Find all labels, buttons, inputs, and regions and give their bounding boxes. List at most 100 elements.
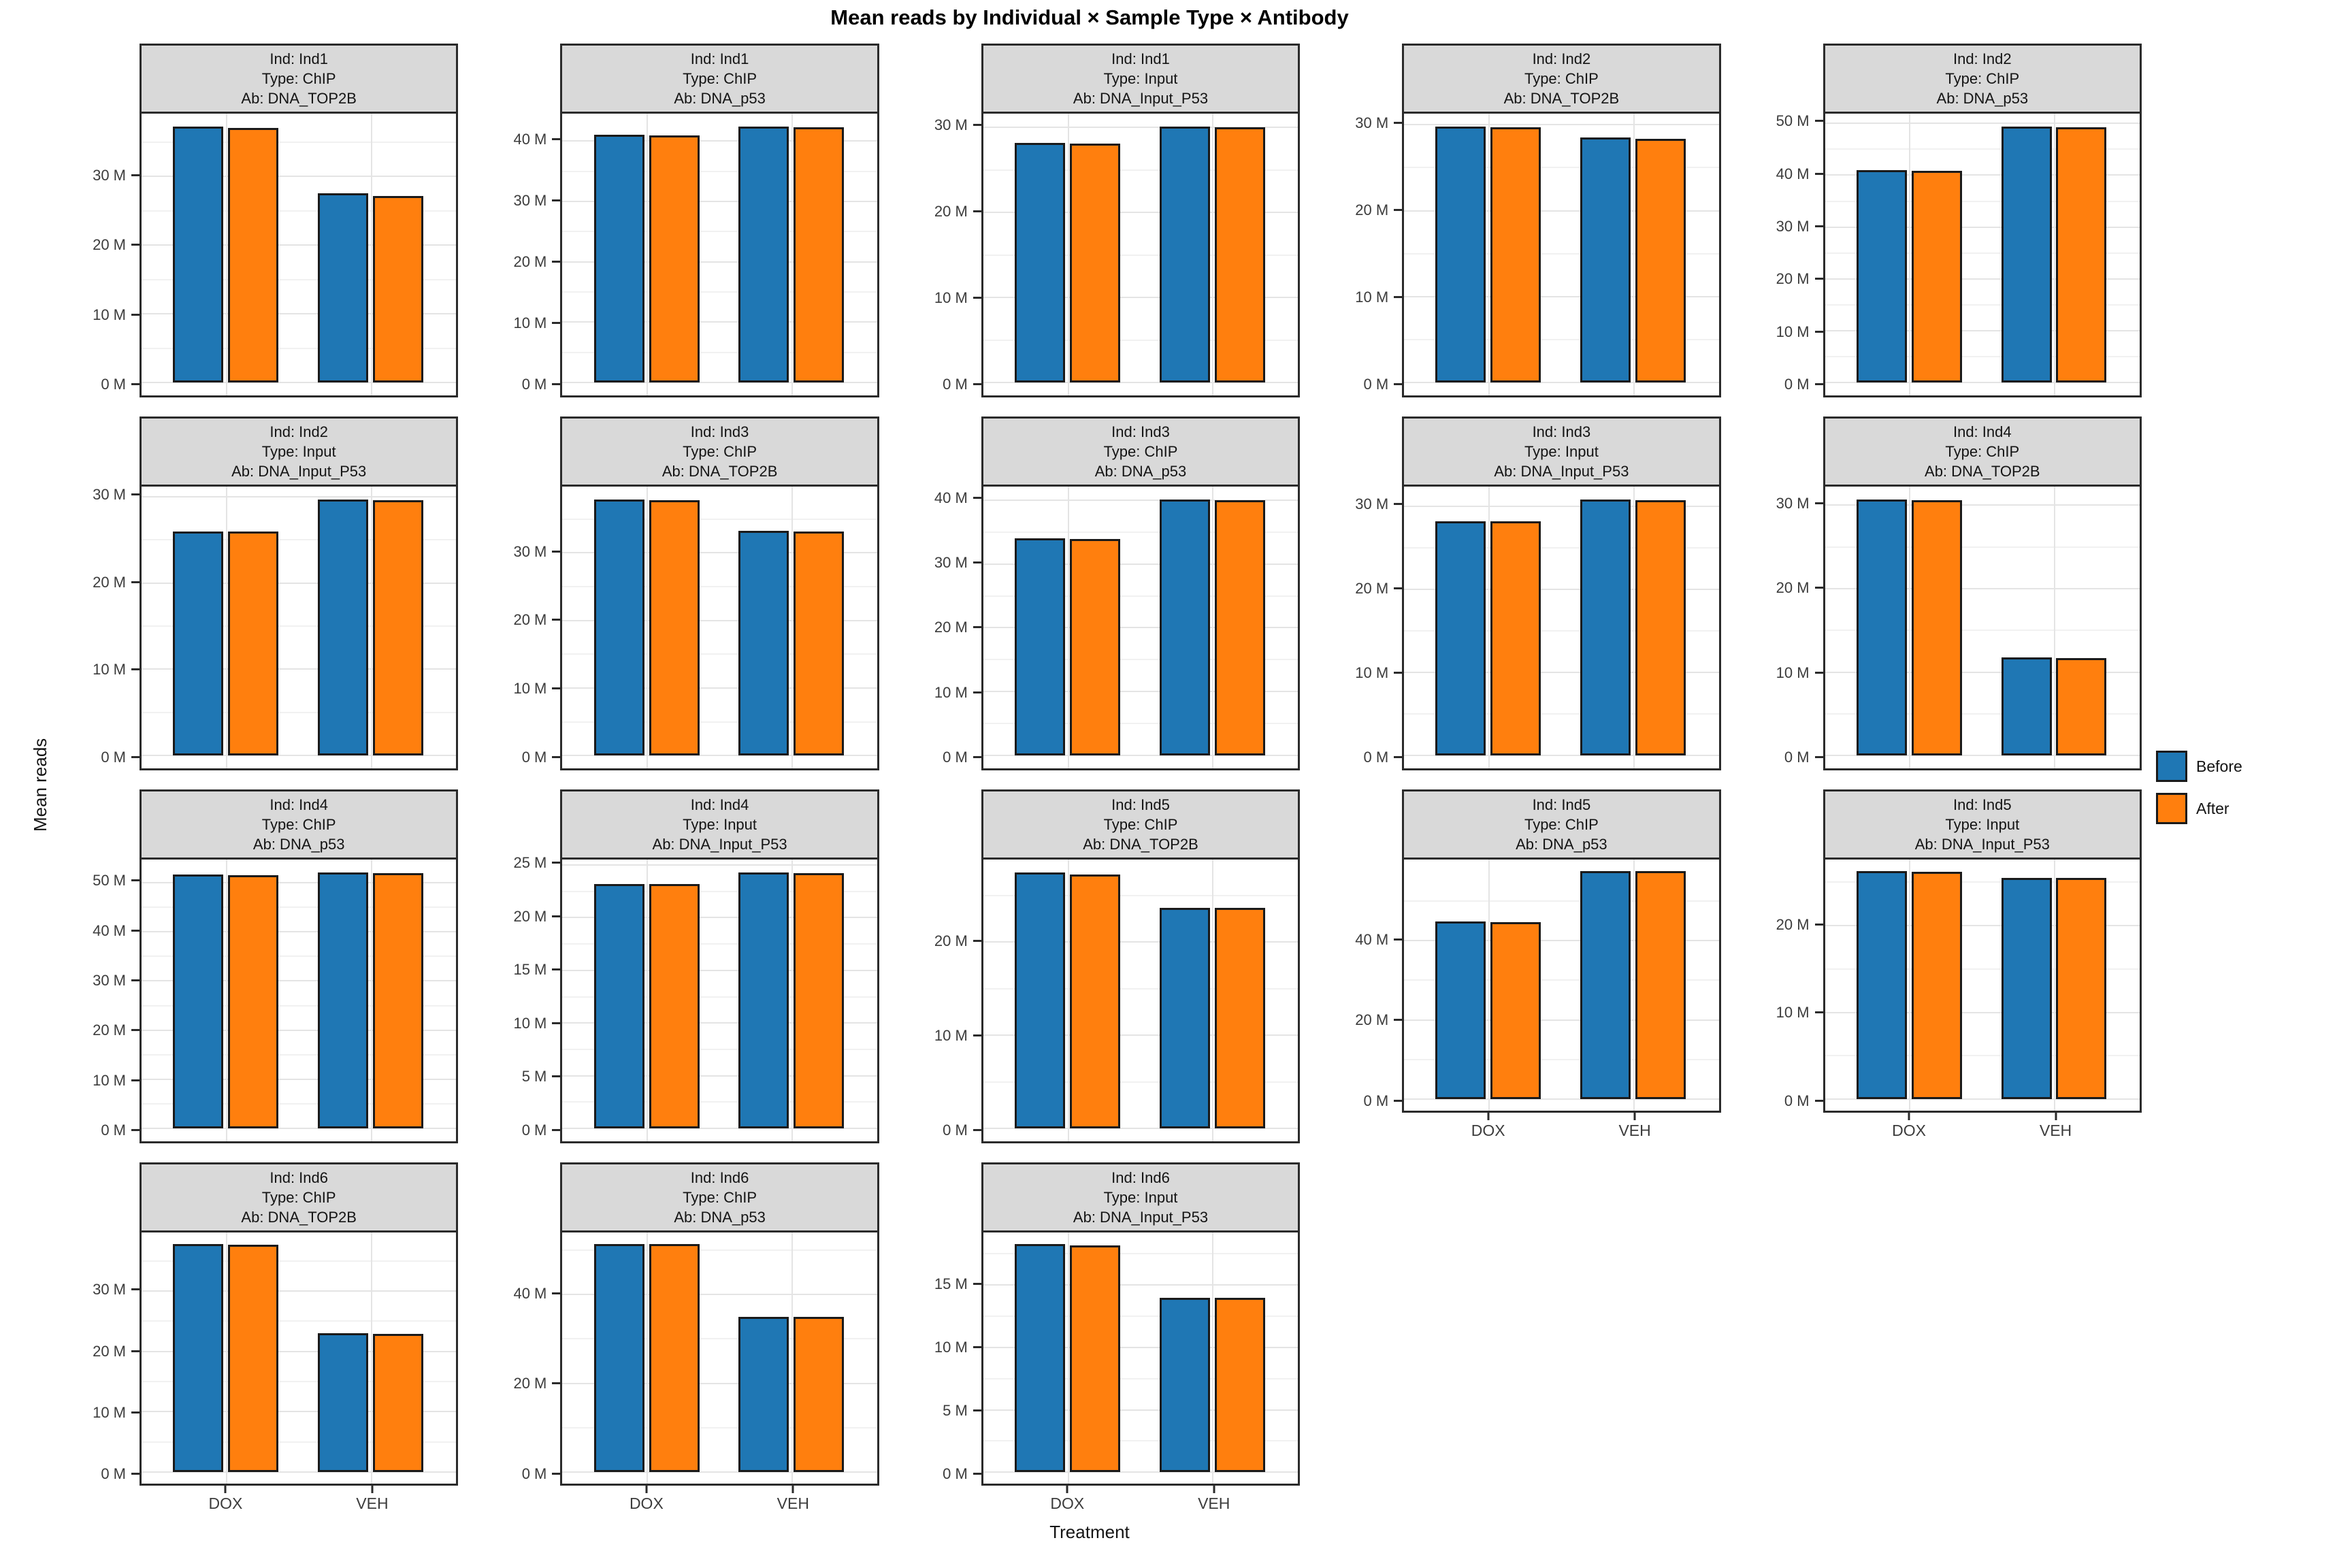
bar-after-veh xyxy=(1635,871,1686,1100)
facet-strip: Ind: Ind1 Type: ChIP Ab: DNA_TOP2B xyxy=(140,44,459,112)
gridline-minor xyxy=(142,1381,457,1383)
gridline-minor xyxy=(142,539,457,541)
bar-after-dox xyxy=(1490,922,1541,1100)
y-tick-mark xyxy=(131,1288,140,1291)
strip-antibody: Ab: DNA_Input_P53 xyxy=(652,836,787,853)
y-tick-mark xyxy=(1814,278,1823,280)
facet-cell: 0 M 10 M 20 M Ind: Ind5 Type: Input Ab: DNA_I… xyxy=(1721,789,2142,1143)
gridline-vertical xyxy=(1488,114,1490,395)
bar-after-dox xyxy=(1490,127,1541,383)
y-tick-mark xyxy=(552,137,561,140)
gridline-minor xyxy=(562,291,877,293)
gridline-minor xyxy=(1404,979,1719,981)
strip-sample-type: Type: ChIP xyxy=(1103,815,1178,833)
y-tick-label: 30 M xyxy=(934,116,968,134)
gridline-vertical xyxy=(1488,487,1490,768)
x-tick-mark xyxy=(1633,1113,1636,1120)
gridline-major xyxy=(142,244,457,246)
facet-cell: 0 M 10 M 20 M 30 M Ind: Ind4 Type: ChIP Ab: DN… xyxy=(1721,416,2142,770)
gridline-minor xyxy=(562,1249,877,1251)
y-tick-mark xyxy=(131,1029,140,1032)
bar-before-veh xyxy=(2001,657,2052,756)
facet-strip: Ind: Ind3 Type: ChIP Ab: DNA_p53 xyxy=(981,416,1301,485)
y-tick-mark xyxy=(973,691,981,693)
y-axis: 0 M 10 M 20 M 30 M 40 M xyxy=(458,112,561,397)
bar-before-dox xyxy=(1015,1243,1065,1473)
strip-antibody: Ab: DNA_TOP2B xyxy=(662,463,778,480)
gridline-minor xyxy=(1825,200,2140,202)
gridline-minor xyxy=(983,531,1298,533)
x-axis: DOX VEH xyxy=(981,1486,1300,1516)
gridline-vertical xyxy=(2054,860,2056,1111)
y-tick-label: 40 M xyxy=(934,489,968,507)
gridline-minor xyxy=(1825,713,2140,715)
gridline-major xyxy=(1404,124,1719,126)
bar-before-dox xyxy=(1015,872,1065,1129)
plot-area xyxy=(560,485,879,770)
x-tick-label-veh: VEH xyxy=(356,1494,389,1512)
y-tick-mark xyxy=(973,497,981,500)
facet-cell: 0 M 20 M 40 M Ind: Ind6 Type: ChIP Ab: DNA_p5… xyxy=(458,1162,879,1516)
plot-area xyxy=(1402,112,1721,397)
y-tick-label: 20 M xyxy=(93,1022,126,1039)
gridline-vertical xyxy=(1212,860,1214,1141)
y-tick-mark xyxy=(973,297,981,299)
y-tick-mark xyxy=(552,1292,561,1294)
gridline-major xyxy=(1825,588,2140,589)
gridline-minor xyxy=(983,1081,1298,1083)
gridline-minor xyxy=(983,1253,1298,1255)
gridline-major xyxy=(983,755,1298,757)
gridline-minor xyxy=(562,1049,877,1051)
gridline-minor xyxy=(142,956,457,958)
y-axis: 0 M 10 M 20 M 30 M xyxy=(879,112,981,397)
bar-before-dox xyxy=(173,1243,224,1473)
gridline-vertical xyxy=(225,114,227,395)
gridline-minor xyxy=(562,1101,877,1103)
gridline-minor xyxy=(983,254,1298,256)
gridline-vertical xyxy=(370,860,372,1141)
y-tick-label: 30 M xyxy=(1776,494,1810,512)
bar-after-veh xyxy=(372,872,423,1129)
gridline-minor xyxy=(142,1103,457,1105)
gridline-minor xyxy=(1404,713,1719,715)
gridline-vertical xyxy=(1488,860,1490,1111)
y-axis: 0 M 10 M 20 M 30 M 40 M 50 M xyxy=(1721,112,1823,397)
bar-after-veh xyxy=(794,1317,845,1473)
gridline-minor xyxy=(1404,630,1719,632)
legend-swatch-before xyxy=(2156,751,2187,782)
y-tick-mark xyxy=(973,1034,981,1037)
gridline-major xyxy=(983,382,1298,384)
bar-before-dox xyxy=(1435,921,1486,1100)
y-tick-label: 10 M xyxy=(934,289,968,307)
bar-before-veh xyxy=(738,530,789,756)
strip-sample-type: Type: Input xyxy=(1524,442,1599,460)
y-tick-mark xyxy=(1394,1099,1403,1102)
y-tick-label: 0 M xyxy=(521,1465,547,1482)
strip-antibody: Ab: DNA_p53 xyxy=(674,1209,766,1226)
y-tick-label: 10 M xyxy=(1776,664,1810,681)
bar-before-veh xyxy=(738,872,789,1129)
bar-before-dox xyxy=(1435,521,1486,756)
x-tick-mark xyxy=(1066,1486,1068,1493)
facet-cell: 0 M 10 M 20 M 30 M 40 M 50 M Ind: Ind4 Type: Ch… xyxy=(37,789,459,1143)
bar-before-veh xyxy=(317,1333,368,1473)
gridline-major xyxy=(1825,122,2140,125)
facet-strip: Ind: Ind2 Type: Input Ab: DNA_Input_P53 xyxy=(140,416,459,485)
bar-after-dox xyxy=(1490,521,1541,756)
gridline-major xyxy=(983,1471,1298,1473)
facet-strip: Ind: Ind1 Type: Input Ab: DNA_Input_P53 xyxy=(981,44,1301,112)
bar-after-veh xyxy=(1214,127,1265,383)
y-tick-label: 10 M xyxy=(1776,323,1810,340)
strip-sample-type: Type: Input xyxy=(261,442,336,460)
plot-area xyxy=(140,485,459,770)
bar-after-dox xyxy=(649,883,700,1129)
facet-strip: Ind: Ind1 Type: ChIP Ab: DNA_p53 xyxy=(560,44,879,112)
y-tick-label: 20 M xyxy=(934,619,968,636)
strip-individual: Ind: Ind2 xyxy=(270,423,329,440)
y-tick-mark xyxy=(131,493,140,496)
strip-antibody: Ab: DNA_TOP2B xyxy=(1083,836,1198,853)
x-tick-mark xyxy=(1908,1113,1910,1120)
y-tick-mark xyxy=(131,755,140,758)
gridline-minor xyxy=(1825,630,2140,632)
gridline-minor xyxy=(983,1377,1298,1379)
